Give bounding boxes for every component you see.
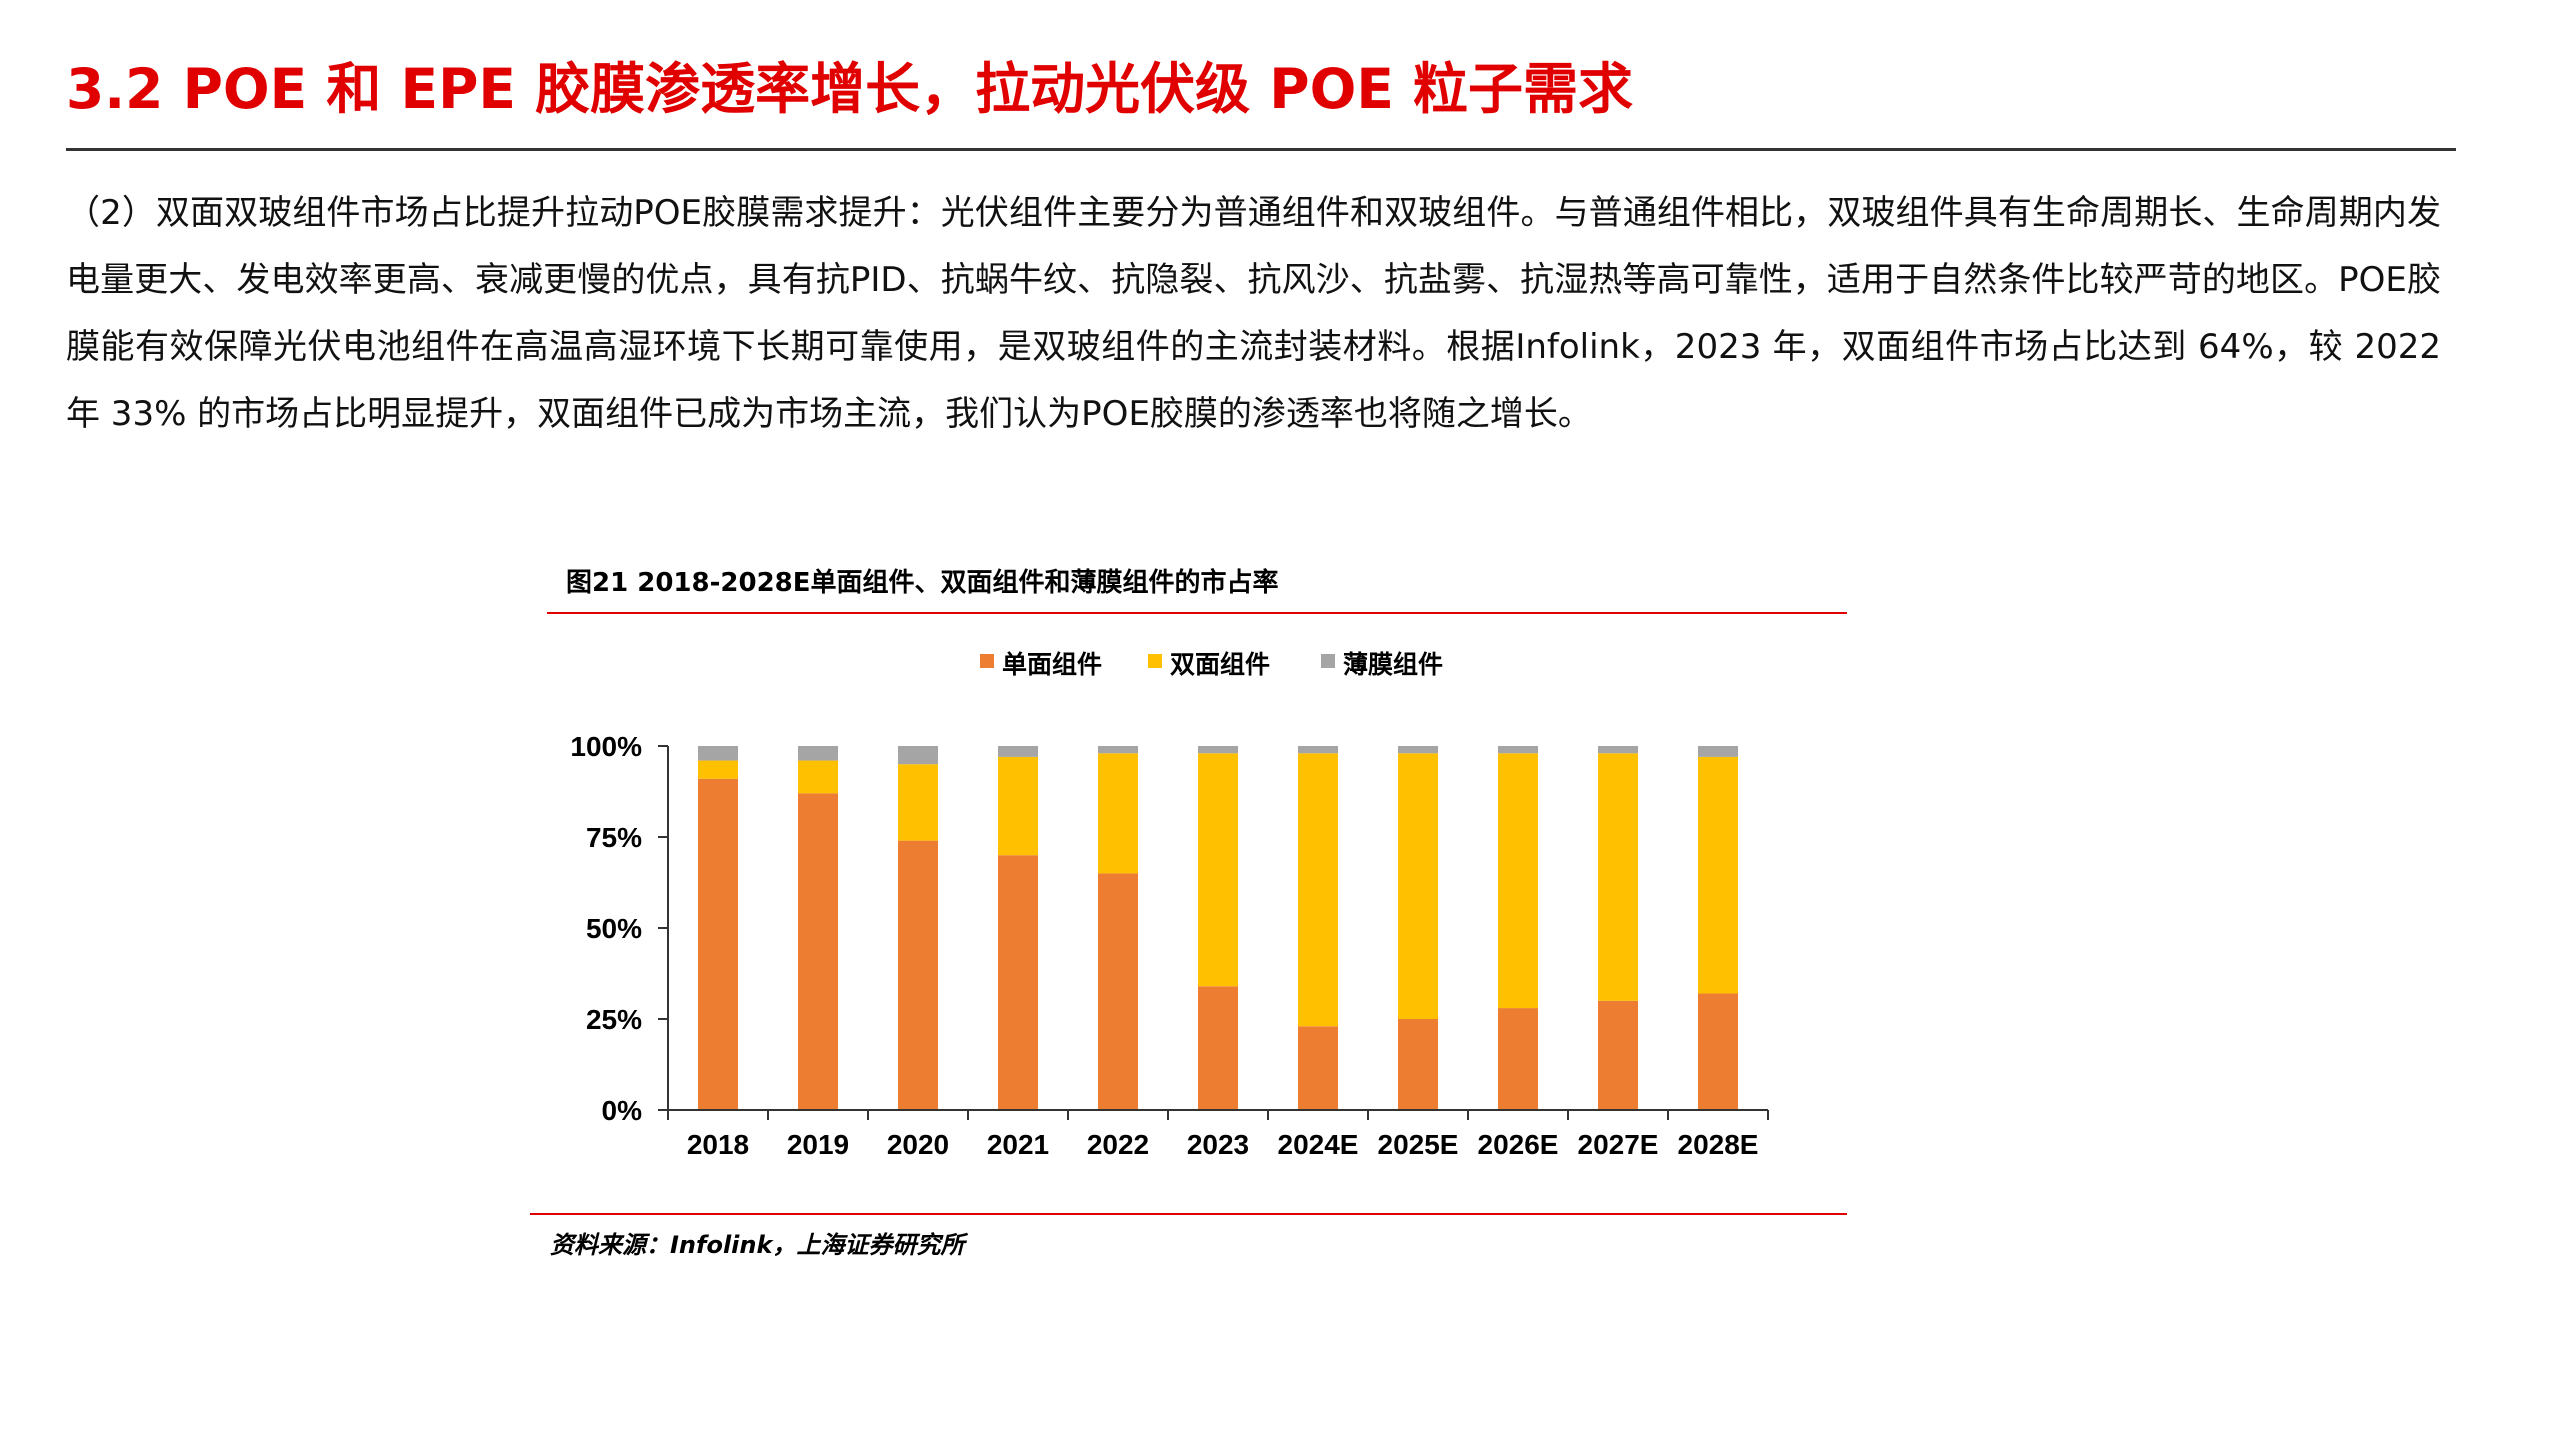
bar-segment: [1298, 753, 1338, 1027]
y-tick-label: 25%: [586, 1004, 642, 1035]
bar-segment: [1398, 753, 1438, 1019]
x-axis: 2018 2019 2020 2021 2022 2023 2024E 2025E 2026E 2…: [667, 1109, 1769, 1160]
x-tick-label: 2028E: [1678, 1129, 1759, 1160]
y-tick-label: 50%: [586, 913, 642, 944]
x-tick-label: 2019: [787, 1129, 849, 1160]
bar-segment: [698, 778, 738, 1110]
source-divider: [530, 1213, 1847, 1215]
legend-label: 单面组件: [1002, 650, 1102, 679]
x-tick-label: 2021: [987, 1129, 1049, 1160]
x-tick-label: 2025E: [1378, 1129, 1459, 1160]
x-tick-label: 2026E: [1478, 1129, 1559, 1160]
bar-segment: [998, 855, 1038, 1110]
legend-label: 薄膜组件: [1343, 650, 1443, 679]
bar-segment: [898, 764, 938, 841]
bar-segment: [1098, 746, 1138, 754]
bar-segment: [698, 746, 738, 761]
caption-divider: [547, 612, 1847, 614]
y-tick-label: 75%: [586, 822, 642, 853]
body-paragraph: （2）双面双玻组件市场占比提升拉动POE胶膜需求提升：光伏组件主要分为普通组件和…: [66, 193, 2441, 434]
legend-swatch: [980, 654, 994, 668]
bar-segment: [898, 746, 938, 765]
bar-segment: [798, 746, 838, 761]
y-axis: 0% 25% 50% 75% 100%: [570, 731, 669, 1126]
bar-segment: [1598, 746, 1638, 754]
title-divider: [66, 148, 2456, 151]
bar-segment: [1598, 1000, 1638, 1110]
bar-segment: [1098, 873, 1138, 1110]
bar-segment: [1698, 756, 1738, 994]
x-tick-label: 2020: [887, 1129, 949, 1160]
bars-group: [698, 746, 1738, 1110]
bar-segment: [1198, 746, 1238, 754]
y-tick-label: 100%: [570, 731, 642, 762]
bar-segment: [1498, 746, 1538, 754]
source-note: 资料来源：Infolink，上海证券研究所: [550, 1231, 965, 1259]
legend-label: 双面组件: [1170, 650, 1270, 679]
bar-segment: [898, 840, 938, 1110]
bar-segment: [1298, 1026, 1338, 1110]
legend-swatch: [1148, 654, 1162, 668]
x-tick-label: 2018: [687, 1129, 749, 1160]
chart-legend: 单面组件 双面组件 薄膜组件: [980, 650, 1443, 679]
bar-segment: [1698, 993, 1738, 1110]
slide-title: 3.2 POE 和 EPE 胶膜渗透率增长，拉动光伏级 POE 粒子需求: [66, 57, 1634, 121]
figure-caption: 图21 2018-2028E单面组件、双面组件和薄膜组件的市占率: [566, 568, 1279, 598]
bar-segment: [998, 756, 1038, 856]
bar-segment: [1698, 746, 1738, 757]
bar-segment: [998, 746, 1038, 757]
bar-segment: [798, 760, 838, 794]
bar-segment: [1498, 753, 1538, 1009]
x-tick-label: 2022: [1087, 1129, 1149, 1160]
x-tick-label: 2024E: [1278, 1129, 1359, 1160]
bar-segment: [1398, 1019, 1438, 1110]
x-tick-label: 2027E: [1578, 1129, 1659, 1160]
bar-segment: [1398, 746, 1438, 754]
bar-segment: [1198, 753, 1238, 987]
bar-segment: [1098, 753, 1138, 874]
bar-segment: [1498, 1008, 1538, 1110]
bar-segment: [798, 793, 838, 1110]
legend-swatch: [1321, 654, 1335, 668]
bar-segment: [1298, 746, 1338, 754]
bar-segment: [1198, 986, 1238, 1110]
bar-segment: [698, 760, 738, 779]
y-tick-label: 0%: [602, 1095, 643, 1126]
x-tick-label: 2023: [1187, 1129, 1249, 1160]
bar-segment: [1598, 753, 1638, 1001]
